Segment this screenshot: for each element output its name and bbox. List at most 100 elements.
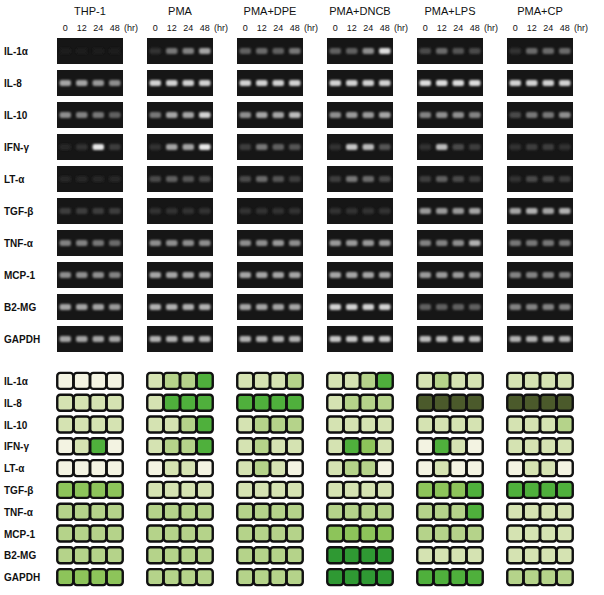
heat-cell xyxy=(57,373,73,389)
heat-cell xyxy=(327,482,343,498)
heat-cell xyxy=(287,547,303,563)
gel-band xyxy=(289,272,301,278)
gene-label: GAPDH xyxy=(4,572,40,583)
heat-cell xyxy=(180,504,196,520)
gene-label: MCP-1 xyxy=(4,270,36,281)
heat-cell xyxy=(434,504,450,520)
heat-cell xyxy=(434,417,450,433)
heat-cell xyxy=(180,460,196,476)
time-label: 24 xyxy=(93,23,103,33)
heat-cell xyxy=(507,417,523,433)
gel-band xyxy=(183,240,195,246)
time-label: 12 xyxy=(77,23,87,33)
gel-band xyxy=(420,272,432,278)
heat-cell xyxy=(164,438,180,454)
gel-strip xyxy=(237,38,303,64)
time-label: 12 xyxy=(167,23,177,33)
heat-cell xyxy=(344,504,360,520)
heat-cell xyxy=(237,395,253,411)
gel-band xyxy=(60,176,72,182)
gel-band xyxy=(150,80,162,86)
time-unit: (hr) xyxy=(394,23,408,33)
gene-label: B2-MG xyxy=(4,302,36,313)
heat-cell xyxy=(147,373,163,389)
heat-cell xyxy=(434,438,450,454)
heat-cell xyxy=(327,504,343,520)
gene-label: IL-10 xyxy=(4,110,28,121)
heat-cell xyxy=(467,547,483,563)
heat-cell xyxy=(197,460,213,476)
gel-strip xyxy=(237,166,303,192)
gel-band xyxy=(289,112,301,118)
heat-cell xyxy=(450,547,466,563)
heat-cell xyxy=(254,482,270,498)
gel-band xyxy=(199,112,211,118)
gel-band xyxy=(289,208,301,214)
gel-band xyxy=(346,48,358,54)
gel-strip xyxy=(147,134,213,160)
gene-label: IFN-γ xyxy=(4,441,29,452)
gel-strip xyxy=(417,198,483,224)
heat-cell xyxy=(417,438,433,454)
gel-strip xyxy=(57,134,123,160)
gel-strip xyxy=(417,102,483,128)
time-label: 0 xyxy=(153,23,158,33)
gel-strip xyxy=(237,102,303,128)
gene-label: IL-1α xyxy=(4,376,29,387)
heat-cell xyxy=(270,482,286,498)
heat-cell xyxy=(270,395,286,411)
time-label: 12 xyxy=(527,23,537,33)
gel-strip xyxy=(327,262,393,288)
time-label: 48 xyxy=(200,23,210,33)
heat-cell xyxy=(254,438,270,454)
heat-cell xyxy=(377,395,393,411)
heat-cell xyxy=(147,395,163,411)
heat-cell xyxy=(57,438,73,454)
gel-band xyxy=(510,336,522,342)
heat-cell xyxy=(287,482,303,498)
gel-band xyxy=(379,48,391,54)
heat-cell xyxy=(197,395,213,411)
gel-band xyxy=(240,208,252,214)
gel-band xyxy=(289,304,301,310)
heat-cell xyxy=(467,482,483,498)
gel-band xyxy=(93,80,105,86)
gel-band xyxy=(510,208,522,214)
gel-band xyxy=(60,336,72,342)
gel-band xyxy=(526,208,538,214)
heat-cell xyxy=(237,460,253,476)
heat-cell xyxy=(344,547,360,563)
gel-band xyxy=(166,80,178,86)
gel-band xyxy=(436,304,448,310)
heat-cell xyxy=(557,373,573,389)
gel-band xyxy=(93,48,105,54)
gel-band xyxy=(199,208,211,214)
time-label: 48 xyxy=(290,23,300,33)
gel-strip xyxy=(507,166,573,192)
gel-band xyxy=(183,144,195,150)
gel-strip xyxy=(507,102,573,128)
heat-cell xyxy=(524,482,540,498)
gel-strip xyxy=(507,262,573,288)
heat-cell xyxy=(327,547,343,563)
gel-band xyxy=(363,144,375,150)
gel-band xyxy=(379,80,391,86)
gel-band xyxy=(166,48,178,54)
heat-cell xyxy=(287,417,303,433)
gel-band xyxy=(559,272,571,278)
heat-cell xyxy=(270,526,286,542)
gel-band xyxy=(346,144,358,150)
heat-cell xyxy=(287,373,303,389)
gel-band xyxy=(240,80,252,86)
gene-label: IL-8 xyxy=(4,78,22,89)
gel-band xyxy=(76,144,88,150)
gene-label: TGF-β xyxy=(4,206,33,217)
heat-cell xyxy=(237,438,253,454)
heat-cell xyxy=(467,417,483,433)
gel-band xyxy=(109,240,121,246)
heat-cell xyxy=(107,526,123,542)
heat-cell xyxy=(467,438,483,454)
heat-cell xyxy=(467,504,483,520)
heat-cell xyxy=(90,547,106,563)
heat-cell xyxy=(74,460,90,476)
